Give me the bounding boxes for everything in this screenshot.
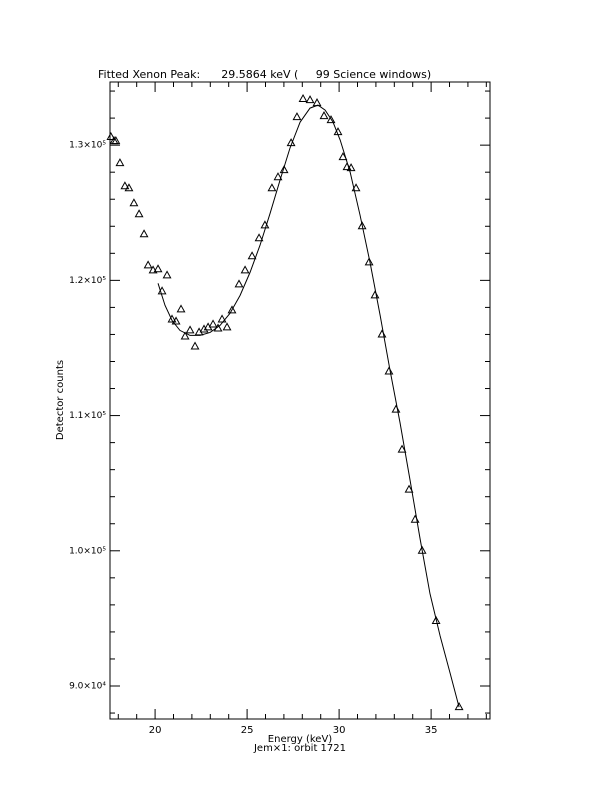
data-point — [129, 198, 139, 207]
y-tick-label: 1.0×10⁵ — [69, 546, 106, 556]
data-point — [305, 95, 315, 104]
data-point — [377, 329, 387, 338]
data-point — [227, 305, 237, 314]
data-point — [312, 98, 322, 107]
data-point — [397, 444, 407, 453]
y-tick-label: 1.2×10⁵ — [69, 276, 106, 286]
data-point — [454, 702, 464, 711]
fit-line — [157, 104, 460, 708]
data-point — [391, 404, 401, 413]
data-point — [162, 270, 172, 279]
data-point — [404, 484, 414, 493]
data-point — [124, 183, 134, 192]
data-point — [273, 172, 283, 181]
data-point — [134, 209, 144, 218]
data-point — [292, 112, 302, 121]
data-point — [267, 183, 277, 192]
subtitle: Jem×1: orbit 1721 — [253, 743, 346, 754]
x-tick-label: 30 — [333, 725, 346, 736]
data-point — [240, 265, 250, 274]
y-tick-label: 1.1×10⁵ — [69, 411, 106, 421]
data-point — [357, 221, 367, 230]
data-point — [364, 257, 374, 266]
data-point — [431, 615, 441, 624]
data-point — [115, 158, 125, 167]
data-point — [185, 325, 195, 334]
data-point — [247, 251, 257, 260]
data-point — [167, 314, 177, 323]
x-axis-label: Energy (keV) — [268, 734, 333, 745]
data-point — [279, 165, 289, 174]
plot-frame — [109, 81, 491, 720]
chart-title: Fitted Xenon Peak: 29.5864 keV ( 99 Scie… — [98, 68, 431, 81]
y-tick-label: 1.3×10⁵ — [69, 141, 106, 151]
data-point — [148, 265, 158, 274]
data-point — [319, 111, 329, 120]
data-point — [298, 94, 308, 103]
data-point — [234, 279, 244, 288]
data-point — [326, 115, 336, 124]
data-point — [254, 233, 264, 242]
data-point — [153, 264, 163, 273]
data-point — [208, 319, 218, 328]
data-point — [370, 290, 380, 299]
x-tick-label: 20 — [149, 725, 162, 736]
data-point — [222, 322, 232, 331]
data-point — [351, 183, 361, 192]
data-point — [384, 366, 394, 375]
data-point — [180, 331, 190, 340]
data-point — [346, 163, 356, 172]
data-point — [143, 260, 153, 269]
x-tick-label: 35 — [425, 725, 438, 736]
data-point — [410, 514, 420, 523]
y-axis-label: Detector counts — [55, 360, 66, 440]
data-point — [199, 324, 209, 333]
data-point — [111, 136, 121, 145]
data-point — [217, 314, 227, 323]
y-tick-label: 9.0×10⁴ — [69, 682, 106, 692]
x-tick-label: 25 — [241, 725, 254, 736]
data-point — [190, 341, 200, 350]
data-point — [106, 132, 116, 141]
data-point — [139, 229, 149, 238]
data-point — [417, 545, 427, 554]
data-point — [176, 304, 186, 313]
data-point — [120, 181, 130, 190]
data-point — [171, 316, 181, 325]
